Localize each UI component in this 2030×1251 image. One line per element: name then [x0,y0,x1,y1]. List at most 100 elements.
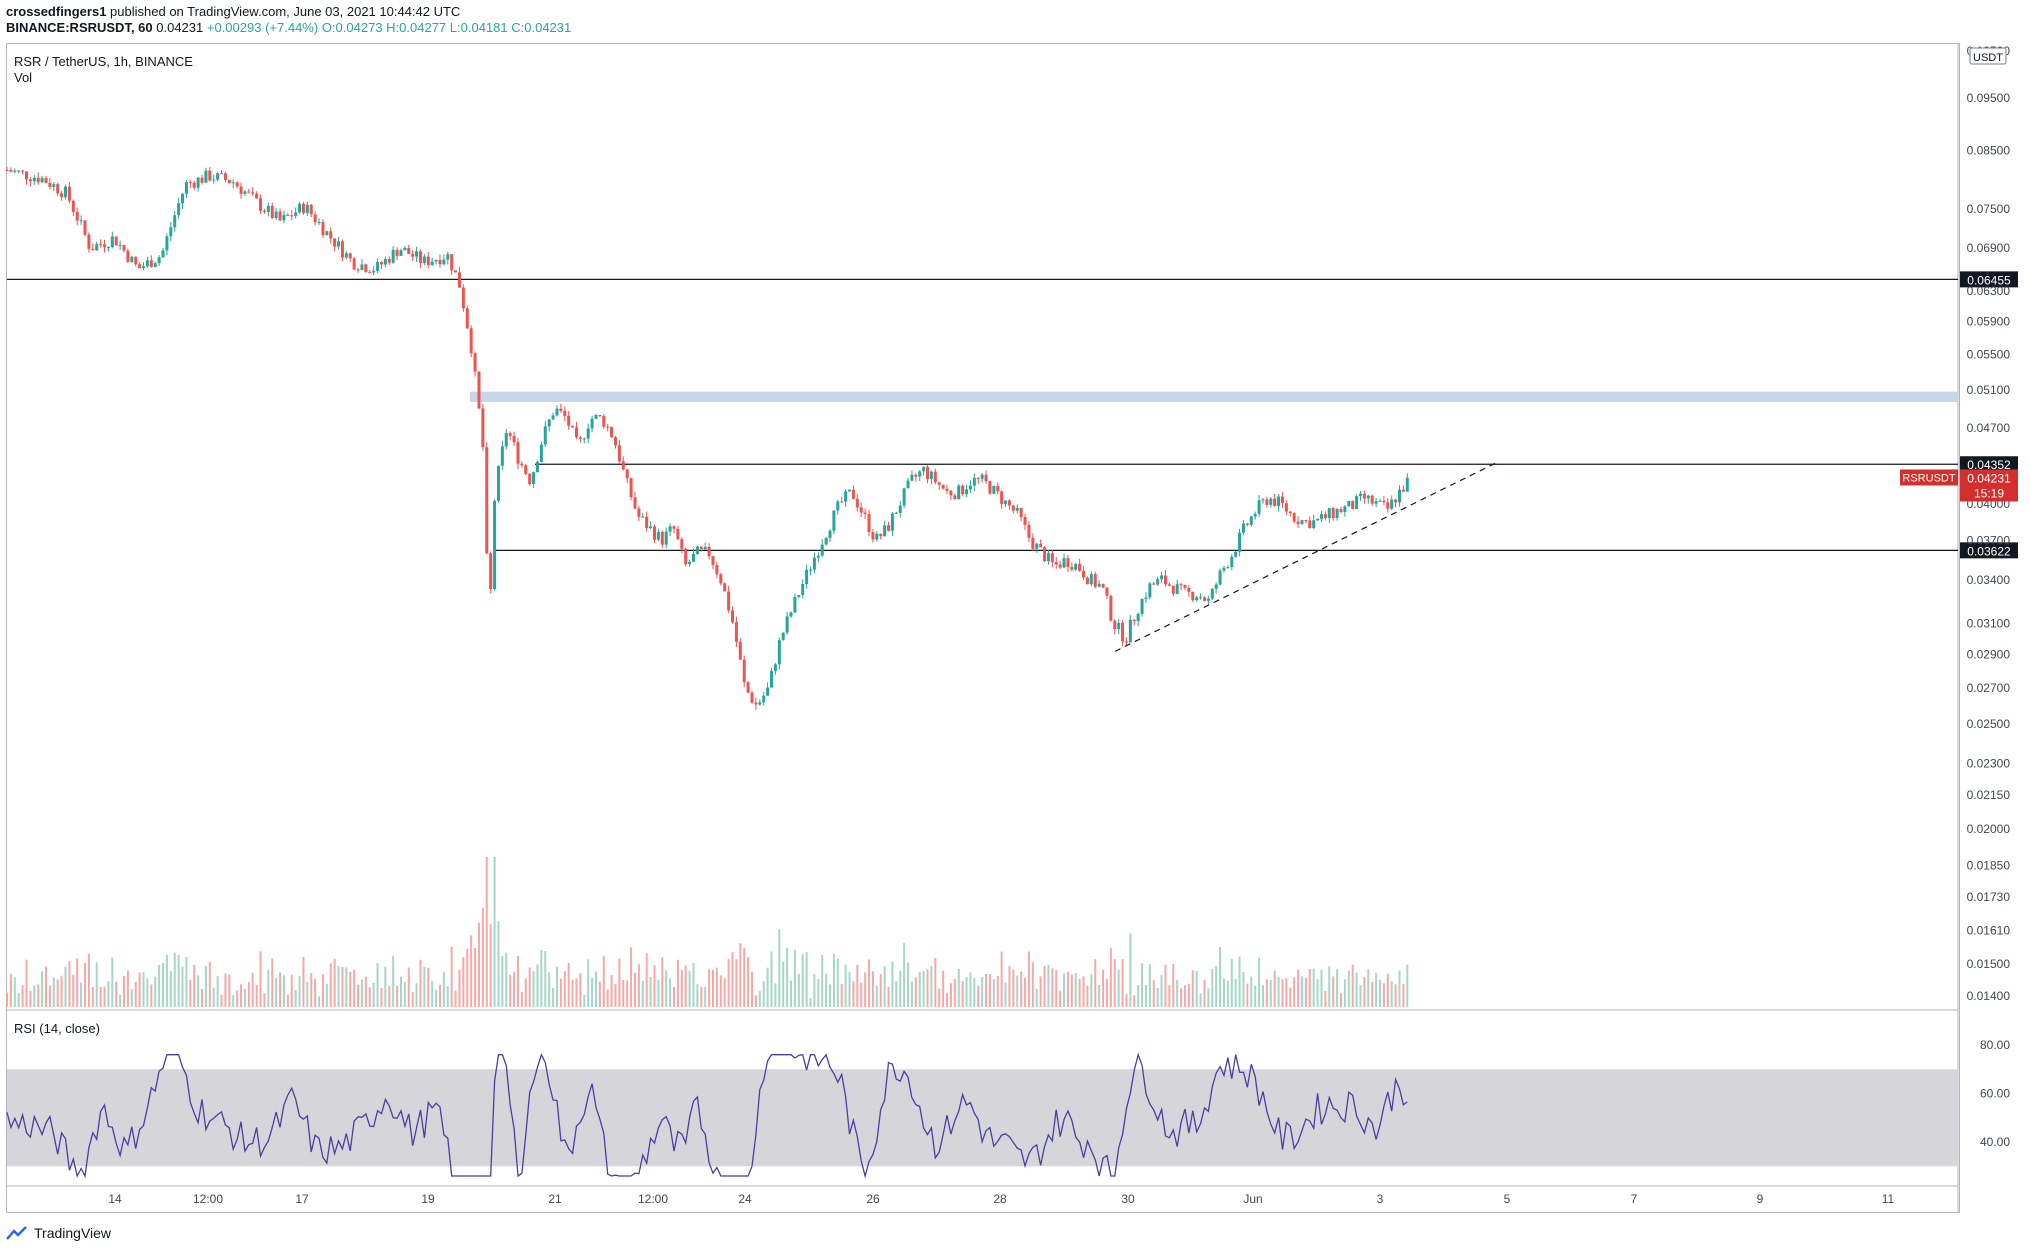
volume-bar [563,971,566,1007]
volume-bar [1328,966,1331,1007]
volume-bar [220,994,223,1007]
candle-body [184,182,188,194]
candle-body [633,497,637,509]
candle-body [976,478,980,480]
volume-bar [1339,993,1342,1007]
candle-body [1035,543,1039,549]
volume-bar [103,986,106,1007]
volume-bar [1300,976,1303,1007]
candle-body [656,531,660,540]
volume-bar [797,973,800,1007]
volume-bar [1320,969,1323,1007]
candle-body [130,256,134,262]
change-value: +0.00293 (+7.44%) [206,20,319,35]
volume-bar [864,972,867,1007]
volume-bar [860,982,863,1007]
volume-bar [318,996,321,1007]
volume-bar [1176,979,1179,1007]
volume-bar [805,952,808,1007]
volume-bar [173,952,176,1007]
time-tick: 11 [1882,1192,1895,1206]
time-tick: Jun [1243,1192,1262,1206]
chart-title: RSR / TetherUS, 1h, BINANCE [14,54,193,69]
rsi-line [6,1052,1408,1179]
candle-body [1382,500,1386,503]
volume-bar [298,976,301,1007]
volume-bar [868,959,871,1007]
candle-body [262,210,266,212]
candle-body [243,191,247,194]
volume-bar [1203,979,1206,1007]
candle-body [559,408,563,411]
candle-body [816,555,820,558]
volume-bar [899,970,902,1007]
volume-bar [1000,951,1003,1007]
volume-bar [189,979,192,1007]
volume-bar [856,965,859,1007]
price-tick: 0.02900 [1967,648,2011,662]
volume-bar [1402,983,1405,1007]
candle-body [512,435,516,443]
volume-bar [450,946,453,1007]
volume-bar [396,985,399,1007]
volume-bar [423,966,426,1007]
volume-bar [462,957,465,1007]
candle-body [251,192,255,194]
candle-body [118,245,122,247]
candle-body [535,461,539,473]
volume-bar [1265,979,1268,1007]
volume-bar [754,995,757,1007]
volume-bar [1039,976,1042,1007]
candle-body [32,177,36,182]
volume-bar [1012,969,1015,1007]
candle-body [220,173,224,175]
candle-body [844,491,848,502]
volume-bar [99,986,102,1007]
candle-body [446,254,450,260]
volume-bar [903,942,906,1007]
volume-bar [793,949,796,1007]
volume-bar [985,973,988,1007]
volume-bar [497,921,500,1007]
candle-body [1358,493,1362,497]
candle-body [773,664,777,671]
volume-bar [762,981,765,1007]
candle-body [40,177,44,183]
time-tick: 19 [421,1192,435,1206]
candle-body [809,569,813,571]
volume-bar [275,978,278,1007]
candle-body [996,486,1000,492]
candle-body [547,419,551,427]
volume-bar [1359,985,1362,1007]
candle-body [1113,620,1117,630]
candle-body [883,525,887,537]
candle-body [426,256,430,266]
volume-bar [282,975,285,1007]
candle-body [695,546,699,555]
candle-body [812,557,816,570]
footer-brand[interactable]: TradingView [6,1225,111,1241]
volume-bar [1016,975,1019,1007]
candle-body [953,495,957,500]
candle-body [1085,577,1089,585]
candle-body [805,569,809,585]
candle-body [442,259,446,265]
candle-body [247,191,251,193]
candle-body [122,245,126,251]
candle-body [594,415,598,419]
candle-body [563,410,567,416]
volume-bar [1164,964,1167,1007]
candle-body [145,260,149,267]
volume-bar [852,981,855,1007]
volume-bar [243,988,246,1007]
volume-bar [1242,972,1245,1007]
volume-bar [111,957,114,1007]
volume-bar [1207,988,1210,1007]
candle-body [750,692,754,703]
candle-body [1163,575,1167,585]
volume-bar [840,983,843,1007]
candle-body [1355,496,1359,509]
candle-body [9,170,13,172]
candle-body [1062,558,1066,568]
